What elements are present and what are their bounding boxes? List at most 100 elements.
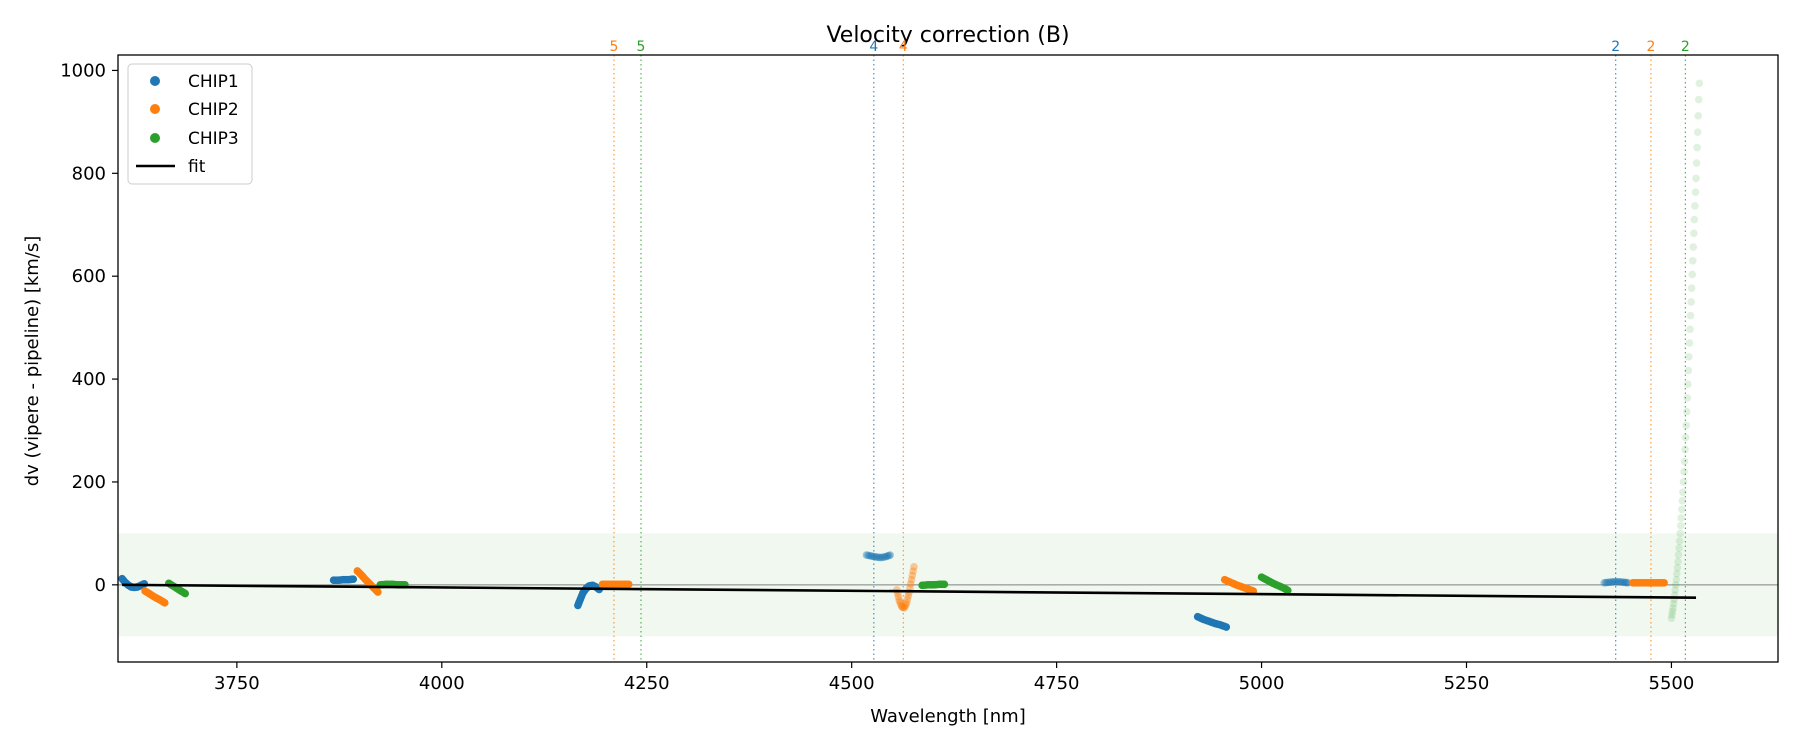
y-tick-label: 400 (72, 369, 106, 390)
y-tick-label: 1000 (60, 60, 106, 81)
data-point (1676, 529, 1684, 538)
data-point (1603, 578, 1612, 587)
x-tick-label: 4500 (829, 673, 875, 694)
data-point (1674, 557, 1682, 566)
data-point (1694, 95, 1703, 104)
series-15-chip2 (1629, 578, 1668, 587)
data-point (907, 575, 916, 584)
data-point (862, 551, 871, 559)
data-point (1685, 352, 1693, 361)
data-point (897, 602, 906, 611)
data-point (1687, 298, 1695, 306)
data-point (879, 553, 887, 562)
data-point (906, 580, 915, 588)
data-point (900, 604, 908, 612)
legend-marker-chip3 (150, 133, 160, 143)
data-point (1690, 229, 1698, 238)
x-tick-label: 4250 (624, 673, 670, 694)
data-point (1660, 578, 1668, 587)
x-tick-label: 5500 (1649, 673, 1695, 694)
data-point (901, 602, 909, 611)
data-point (908, 571, 917, 580)
data-point (867, 552, 876, 560)
data-point (1616, 578, 1625, 586)
data-point (1691, 188, 1700, 196)
data-point (1672, 575, 1681, 584)
data-point (1671, 586, 1680, 594)
data-point (1689, 243, 1698, 251)
data-point (865, 551, 874, 560)
data-point (1693, 128, 1702, 136)
data-point (1687, 284, 1696, 292)
y-tick-label: 600 (72, 266, 106, 287)
data-point (901, 600, 910, 609)
data-point (1610, 577, 1618, 586)
y-tick-label: 800 (72, 163, 106, 184)
data-point (1683, 394, 1692, 402)
x-axis-label: Wavelength [nm] (870, 706, 1026, 727)
data-point (1685, 339, 1694, 347)
marker-label-6: 2 (1681, 39, 1690, 55)
legend-label-chip1: CHIP1 (188, 72, 239, 92)
data-point (896, 598, 904, 607)
data-point (1682, 421, 1690, 430)
data-point (882, 552, 890, 561)
series-14-chip1 (1600, 577, 1632, 587)
data-point (1694, 112, 1703, 120)
data-point (1621, 578, 1630, 587)
data-point (374, 588, 382, 596)
data-point (1686, 325, 1694, 334)
data-point (1681, 433, 1690, 442)
x-axis: 3750 4000 4250 4500 4750 5000 5250 5500 (214, 662, 1694, 694)
series-8-chip1 (862, 551, 895, 562)
data-point (1684, 380, 1692, 389)
marker-label-3: 4 (899, 39, 908, 55)
data-point (886, 551, 895, 559)
data-point (1680, 467, 1688, 476)
data-point (1605, 578, 1613, 587)
data-point (1693, 143, 1701, 152)
data-point (1686, 311, 1695, 320)
data-point (1688, 256, 1697, 265)
data-point (903, 595, 912, 604)
data-point (1600, 578, 1609, 587)
data-point (902, 599, 911, 607)
data-point (904, 592, 913, 600)
data-point (1668, 611, 1676, 619)
data-point (1675, 544, 1683, 552)
legend-marker-chip2 (150, 104, 160, 114)
data-point (1606, 578, 1615, 586)
legend-label-fit: fit (188, 157, 206, 177)
legend-label-chip2: CHIP2 (188, 100, 239, 120)
data-point (1692, 159, 1701, 167)
chart-title: Velocity correction (B) (826, 23, 1069, 48)
series-10-chip3 (918, 580, 949, 590)
data-point (1676, 521, 1685, 530)
data-point (1669, 599, 1678, 608)
data-point (1690, 215, 1699, 224)
data-point (870, 552, 879, 561)
series-13-chip3 (1257, 573, 1292, 595)
y-axis: 0 200 400 600 800 1000 (60, 60, 118, 596)
data-point (1674, 551, 1683, 559)
data-point (897, 600, 905, 609)
data-point (899, 603, 908, 612)
x-tick-label: 3750 (214, 673, 260, 694)
data-point (1673, 563, 1682, 572)
marker-label-1: 5 (637, 39, 646, 55)
data-point (1688, 270, 1696, 279)
marker-label-5: 2 (1646, 39, 1655, 55)
data-point (1618, 578, 1627, 586)
data-point (1691, 202, 1699, 210)
series-11-chip1 (1193, 612, 1231, 631)
data-point (1615, 577, 1623, 586)
marker-label-0: 5 (609, 39, 618, 55)
legend-box (127, 63, 253, 185)
data-point (1622, 578, 1631, 587)
data-point (1680, 457, 1689, 466)
legend-label-chip3: CHIP3 (188, 129, 239, 149)
data-point (1679, 488, 1687, 497)
data-point (1668, 607, 1677, 616)
marker-lines: 5 5 4 4 2 2 2 (609, 39, 1690, 662)
